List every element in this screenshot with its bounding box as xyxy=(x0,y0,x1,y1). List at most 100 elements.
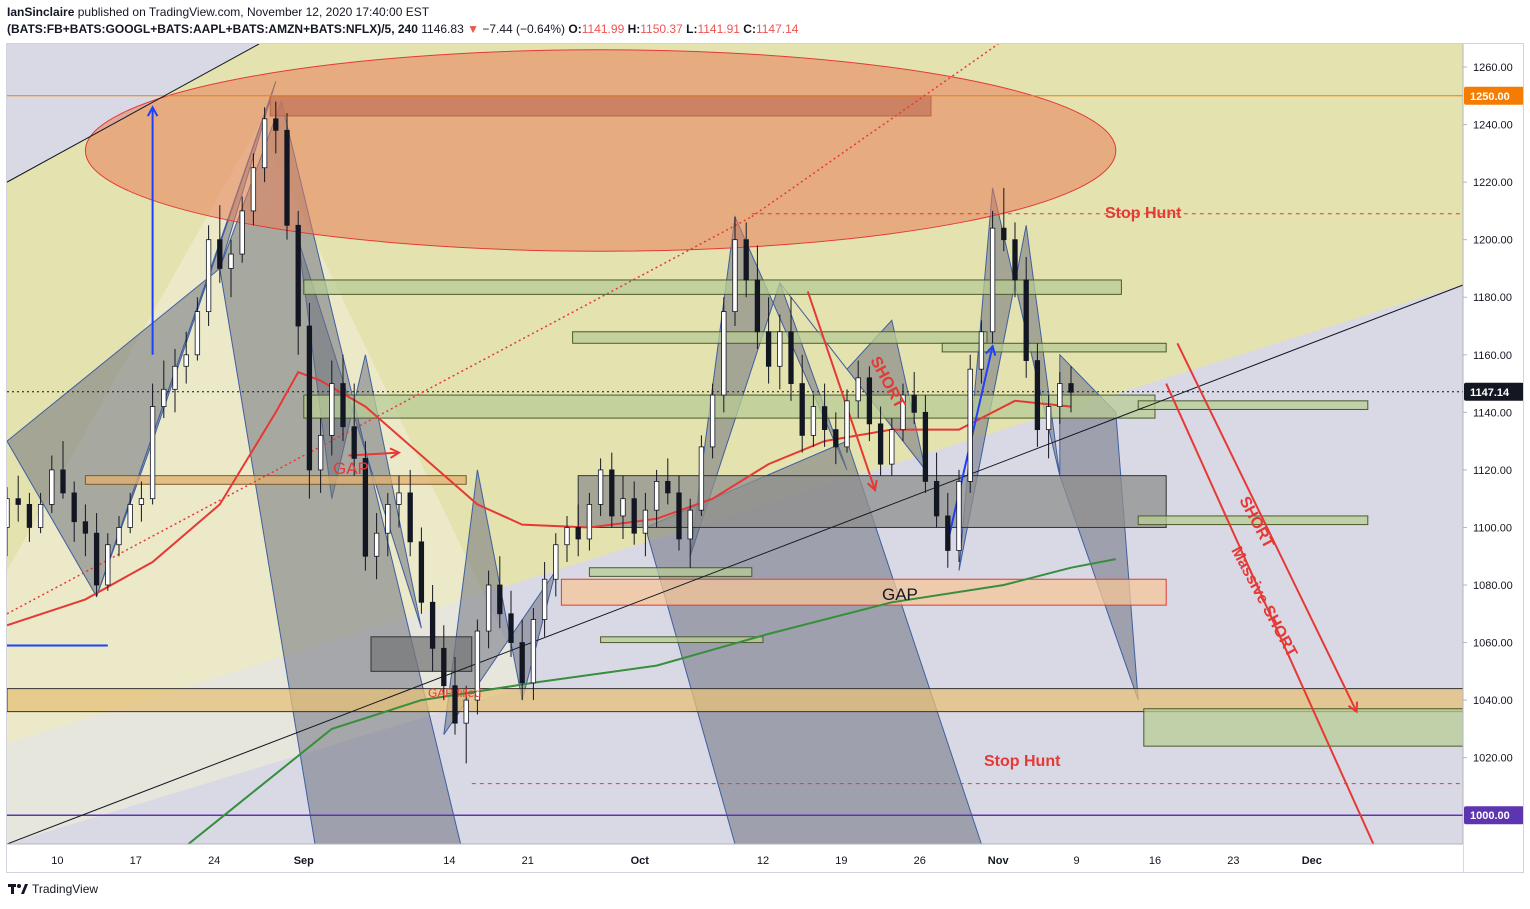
candle-body xyxy=(26,504,33,528)
author-name[interactable]: IanSinclaire xyxy=(7,5,75,19)
candle-body xyxy=(306,325,313,471)
price-label-tag xyxy=(1464,382,1523,401)
candle-body xyxy=(866,377,873,425)
candle-body xyxy=(989,227,996,333)
gap-filled-label: GAP filled xyxy=(428,686,481,700)
price-label-text: 1147.14 xyxy=(1470,387,1510,399)
candle-body xyxy=(385,504,391,534)
candle-body xyxy=(485,584,492,632)
last-price: 1146.83 xyxy=(421,22,464,36)
price-tick-label: 1080.00 xyxy=(1473,580,1513,592)
symbol-name[interactable]: (BATS:FB+BATS:GOOGL+BATS:AAPL+BATS:AMZN+… xyxy=(7,22,418,36)
candle-body xyxy=(956,481,962,551)
candle-body xyxy=(329,383,335,436)
candle-body xyxy=(978,331,985,370)
candle-body xyxy=(138,498,145,505)
price-tick-label: 1060.00 xyxy=(1473,638,1513,650)
candle-body xyxy=(205,239,212,313)
price-tick-label: 1040.00 xyxy=(1473,695,1513,707)
candle-body xyxy=(239,210,245,255)
time-tick-label: 19 xyxy=(835,855,847,867)
candle-body xyxy=(284,129,290,226)
price-label-text: 1000.00 xyxy=(1470,810,1510,822)
sma-200-line xyxy=(151,558,1116,872)
time-tick-label: 16 xyxy=(1149,855,1161,867)
price-tick-label: 1180.00 xyxy=(1473,292,1512,304)
time-tick-label: 14 xyxy=(443,855,455,867)
candle-body xyxy=(362,457,369,557)
candle-body xyxy=(418,541,425,603)
candle-body xyxy=(373,532,380,557)
candle-body xyxy=(777,331,783,367)
close-label: C: xyxy=(743,22,756,36)
target-box xyxy=(1143,708,1470,747)
supply-box xyxy=(1137,400,1369,410)
chart-panel[interactable]: GAP GAP filled GAP Stop Hunt Stop Hunt S… xyxy=(6,43,1524,873)
stop-hunt-top-label: Stop Hunt xyxy=(1105,205,1182,222)
price-label-text: 1250.00 xyxy=(1470,91,1510,103)
candle-body xyxy=(642,509,649,534)
price-tick-label: 1020.00 xyxy=(1473,753,1513,765)
candle-body xyxy=(71,492,77,523)
candle-body xyxy=(597,469,604,505)
short-line-right xyxy=(1165,383,1375,845)
dotted-trendline xyxy=(751,44,999,218)
candle-body xyxy=(60,469,66,494)
candle-body xyxy=(217,239,223,269)
candle-body xyxy=(709,394,716,448)
high-value: 1150.37 xyxy=(640,22,683,36)
candle-body xyxy=(49,469,55,505)
footer-brand-text: TradingView xyxy=(32,882,99,896)
price-tick-label: 1220.00 xyxy=(1473,177,1513,189)
candle-body xyxy=(508,613,514,643)
candle-body xyxy=(799,383,805,436)
candle-body xyxy=(441,647,447,687)
supply-box xyxy=(303,394,1156,419)
candle-body xyxy=(463,699,469,724)
candle-body xyxy=(452,685,458,724)
open-label: O: xyxy=(568,22,582,36)
candle-body xyxy=(340,383,346,428)
candle-body xyxy=(1045,406,1052,431)
candle-body xyxy=(1023,279,1029,361)
candle-body xyxy=(127,504,133,528)
candle-body xyxy=(922,411,929,482)
candle-body xyxy=(676,492,682,540)
candle-body xyxy=(37,504,44,528)
candle-body xyxy=(609,469,615,517)
time-tick-label: Sep xyxy=(294,855,314,867)
candle-body xyxy=(844,400,850,448)
candle-body xyxy=(721,311,727,396)
candle-body xyxy=(530,619,537,684)
stop-hunt-bottom-label: Stop Hunt xyxy=(984,753,1061,770)
footer-brand[interactable]: TradingView xyxy=(8,882,98,896)
short-arrow-mid xyxy=(806,291,876,491)
candle-body xyxy=(586,504,593,540)
massive-short-arrow xyxy=(1176,342,1358,713)
blue-up-arrow-head xyxy=(146,105,159,117)
candle-body xyxy=(1034,360,1041,431)
candle-body xyxy=(945,515,951,551)
candle-body xyxy=(429,601,436,649)
candle-body xyxy=(396,492,402,505)
candle-body xyxy=(273,118,279,131)
time-tick-label: 17 xyxy=(130,855,142,867)
candle-body xyxy=(754,279,761,333)
low-label: L: xyxy=(686,22,698,36)
candle-body xyxy=(183,354,189,367)
gap-box xyxy=(84,475,467,485)
candle-body xyxy=(261,118,268,169)
price-chart[interactable]: GAP GAP filled GAP Stop Hunt Stop Hunt S… xyxy=(7,44,1524,873)
candle-body xyxy=(15,498,21,505)
demand-box xyxy=(370,636,473,672)
candle-body xyxy=(553,544,559,580)
resistance-ellipse xyxy=(84,49,1117,252)
candle-body xyxy=(810,406,817,436)
tradingview-logo-icon xyxy=(8,884,28,894)
candle-body xyxy=(933,481,940,517)
candle-body xyxy=(889,429,895,465)
gap-filled-box xyxy=(7,688,1470,713)
candle-body xyxy=(620,498,626,517)
candle-body xyxy=(105,544,111,586)
close-value: 1147.14 xyxy=(755,22,799,36)
